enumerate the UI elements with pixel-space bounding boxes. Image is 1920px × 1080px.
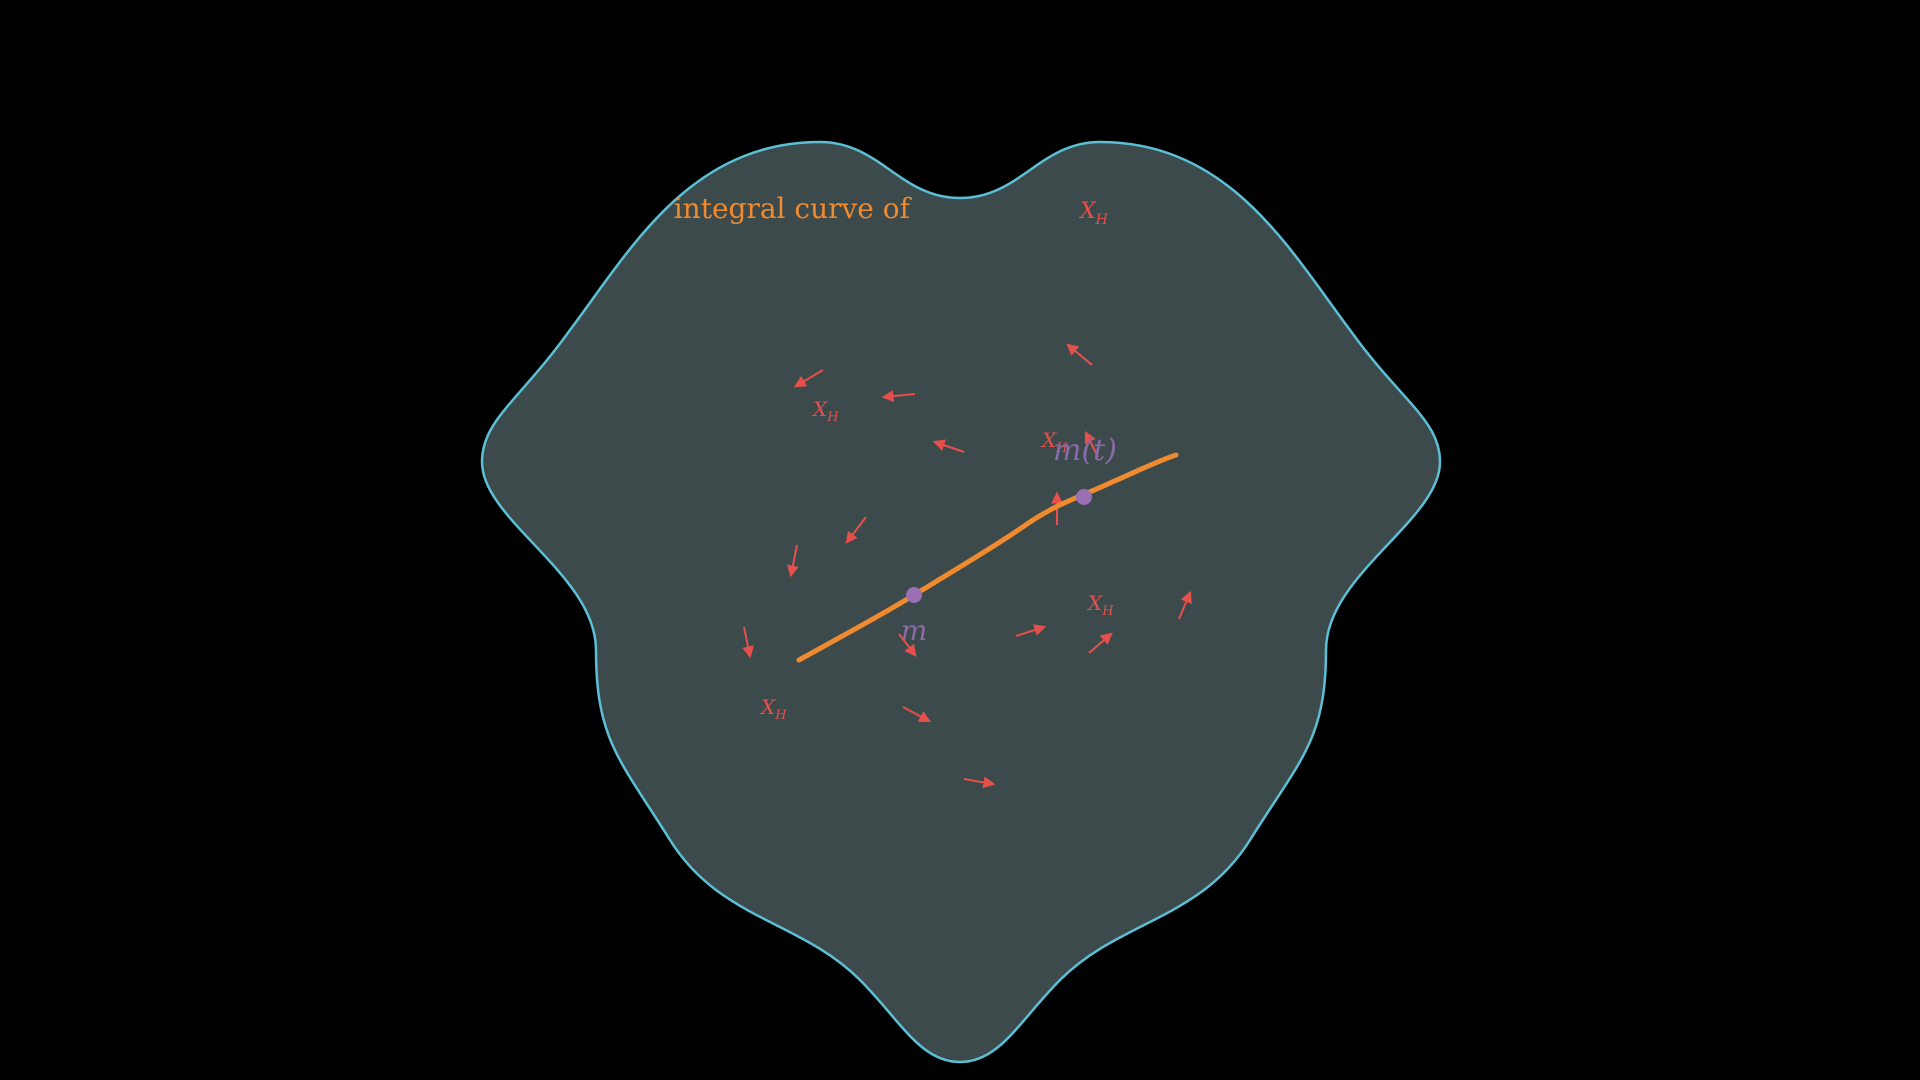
arrow-icon [1088, 632, 1113, 654]
arrow-icon [786, 544, 799, 578]
diagram-title: integral curve of [674, 192, 913, 225]
arrow-icon [1066, 343, 1093, 366]
point-mt-label: m(t) [1053, 433, 1117, 468]
arrow-icon [963, 776, 996, 789]
field-label: XH [1040, 428, 1068, 456]
arrow-icon [742, 626, 754, 659]
arrow-icon [898, 633, 917, 657]
arrow-icon [902, 706, 932, 723]
arrow-icon [1015, 624, 1047, 637]
arrow-icon [932, 439, 965, 453]
manifold-region [480, 140, 1442, 1064]
point-m-dot-icon [906, 587, 922, 603]
field-label: XH [1086, 591, 1114, 619]
vector-field-labels: XH XH XH XH [759, 397, 1114, 723]
point-mt-dot-icon [1076, 489, 1092, 505]
vector-field [742, 343, 1192, 789]
arrow-icon [881, 390, 916, 403]
integral-curve [796, 452, 1179, 663]
field-label: XH [759, 695, 787, 723]
title-subscript: H [1095, 212, 1109, 228]
field-label: XH [811, 397, 839, 425]
arrow-icon [845, 516, 867, 544]
title-symbol: XH [1078, 199, 1109, 228]
arrow-icon [1178, 590, 1192, 620]
point-m-label: m [901, 614, 928, 647]
arrow-icon [1084, 430, 1099, 458]
arrow-icon [793, 369, 824, 388]
